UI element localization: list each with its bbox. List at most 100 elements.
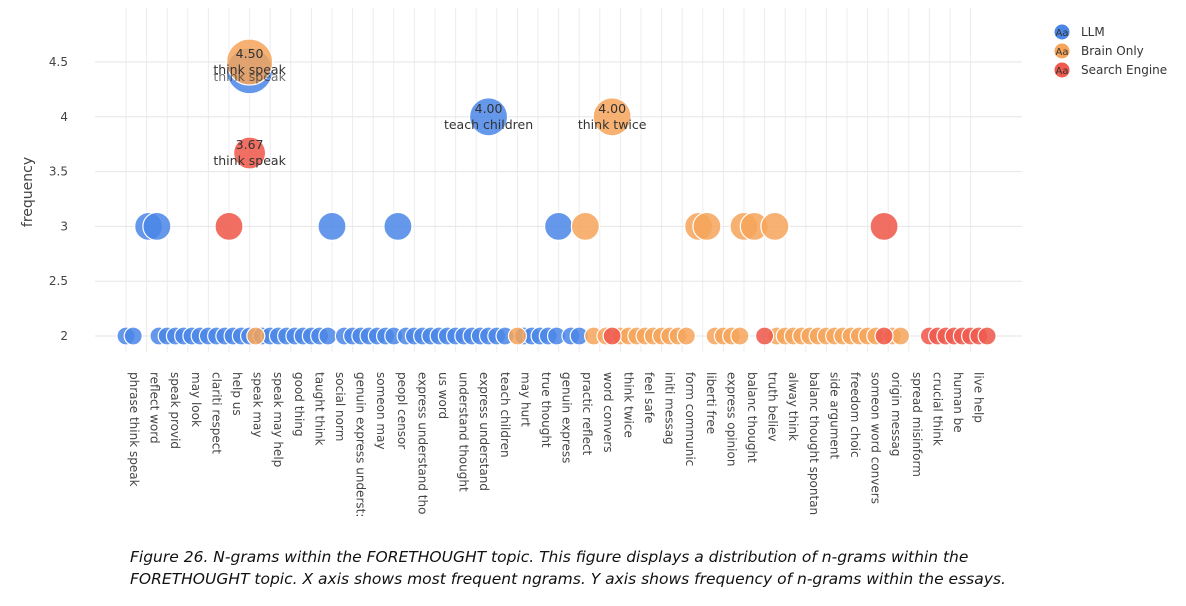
x-tick-label: speak may — [251, 372, 265, 438]
y-tick-label: 2 — [60, 329, 68, 343]
x-tick-label: genuin express — [560, 372, 574, 463]
x-tick-label: genuin express underst: — [354, 372, 368, 517]
y-tick-label: 4 — [60, 110, 68, 124]
x-tick-label: crucial think — [930, 372, 944, 446]
data-label-value: 3.67 — [236, 137, 264, 152]
data-point-brain-only — [730, 326, 750, 346]
x-axis-ticks: phrase think speak reflect word speak prov… — [127, 372, 986, 517]
data-point-search-engine — [602, 326, 622, 346]
caption-line-2: FORETHOUGHT topic. X axis shows most fre… — [130, 570, 1006, 588]
data-point-brain-only — [246, 326, 266, 346]
x-tick-label: balanc thought spontan — [807, 372, 821, 515]
data-point-brain-only — [507, 326, 528, 346]
x-tick-label: us word — [436, 372, 450, 419]
x-tick-label: think twice — [621, 372, 635, 438]
data-point-search-engine — [977, 326, 997, 346]
data-label-overlap: think speak — [213, 69, 286, 84]
x-tick-label: express understand — [477, 372, 491, 491]
legend-item-llm[interactable]: Aa LLM — [1053, 23, 1105, 41]
x-tick-label: taught think — [312, 372, 326, 446]
x-tick-label: express opinion — [724, 372, 738, 466]
x-tick-label: social norm — [333, 372, 347, 441]
x-tick-label: may hurt — [518, 372, 532, 427]
legend-label: Search Engine — [1081, 63, 1167, 77]
data-point-brain-only — [592, 97, 632, 137]
ngram-scatter-chart: 2 2.5 3 3.5 4 4.5 frequency phrase think spea… — [20, 8, 1167, 517]
x-tick-label: someon may — [374, 372, 388, 450]
x-tick-label: spread misinform — [910, 372, 924, 477]
legend-item-search-engine[interactable]: Aa Search Engine — [1053, 61, 1167, 79]
x-tick-label: live help — [972, 372, 986, 423]
legend-glyph: Aa — [1056, 66, 1069, 77]
x-tick-label: speak provid — [168, 372, 182, 449]
x-tick-label: freedom choic — [848, 372, 862, 458]
x-tick-label: initi messag — [663, 372, 677, 445]
x-tick-label: phrase think speak — [127, 372, 141, 487]
data-label-value: 4.00 — [475, 101, 503, 116]
data-point-search-engine — [869, 211, 899, 241]
data-point-search-engine — [874, 326, 894, 346]
data-label-ngram: think twice — [578, 117, 647, 132]
x-tick-label: human be — [951, 372, 965, 433]
y-tick-label: 3 — [60, 219, 68, 233]
data-point-search-engine — [214, 211, 244, 241]
x-tick-label: true thought — [539, 372, 553, 448]
figure-caption: Figure 26. N-grams within the FORETHOUGH… — [130, 546, 1065, 590]
x-tick-label: good thing — [292, 372, 306, 437]
data-point-llm — [318, 326, 338, 346]
data-point-brain-only — [760, 211, 790, 241]
x-tick-label: someon word convers — [869, 372, 883, 504]
y-tick-label: 3.5 — [49, 165, 68, 179]
x-tick-label: feel safe — [642, 372, 656, 423]
data-label-ngram: teach children — [444, 117, 533, 132]
legend-marker — [1053, 42, 1071, 60]
x-tick-label: may look — [189, 372, 203, 427]
x-tick-label: help us — [230, 372, 244, 416]
data-label-ngram: think speak — [213, 153, 286, 168]
data-point-llm — [468, 97, 509, 137]
data-label-value: 4.50 — [236, 46, 264, 61]
x-tick-label: alway think — [786, 372, 800, 441]
data-point-llm — [383, 211, 413, 241]
data-point-llm — [317, 211, 347, 241]
x-tick-label: liberti free — [704, 372, 718, 434]
x-tick-label: origin messag — [889, 372, 903, 457]
data-point-search-engine — [233, 136, 267, 170]
x-tick-label: form communic — [683, 372, 697, 466]
data-points — [116, 38, 997, 346]
data-point-brain-only — [692, 211, 722, 241]
legend-glyph: Aa — [1056, 47, 1069, 58]
legend-marker — [1053, 23, 1071, 41]
y-tick-label: 2.5 — [49, 274, 68, 288]
data-point-llm — [142, 211, 172, 241]
legend-marker — [1053, 61, 1071, 79]
data-label-ngram: think speak — [213, 62, 286, 77]
x-tick-label: truth believ — [766, 372, 780, 442]
y-axis-title: frequency — [20, 157, 36, 227]
data-point-llm — [543, 211, 574, 241]
x-tick-label: balanc thought — [745, 372, 759, 463]
x-tick-label: speak may help — [271, 372, 285, 467]
data-point-brain-only — [890, 326, 911, 346]
legend-glyph: Aa — [1056, 28, 1069, 39]
legend[interactable]: Aa LLM Aa Brain Only Aa Search Engine — [1053, 23, 1167, 79]
x-tick-label: side argument — [827, 372, 841, 459]
legend-label: Brain Only — [1081, 44, 1144, 58]
data-point-llm — [123, 326, 143, 346]
x-tick-label: peopl censor — [395, 372, 409, 449]
y-tick-label: 4.5 — [49, 55, 68, 69]
data-point-search-engine — [754, 326, 775, 346]
x-tick-label: clariti respect — [209, 372, 223, 454]
x-tick-label: practic reflect — [580, 372, 594, 456]
x-tick-label: reflect word — [148, 372, 162, 444]
x-tick-label: express understand tho — [415, 372, 429, 514]
legend-item-brain-only[interactable]: Aa Brain Only — [1053, 42, 1144, 60]
x-tick-label: word convers — [601, 372, 615, 453]
data-point-brain-only — [226, 38, 274, 86]
data-label-value: 4.00 — [598, 101, 626, 116]
x-tick-label: understand thought — [457, 372, 471, 492]
legend-label: LLM — [1081, 25, 1105, 39]
x-tick-label: teach children — [498, 372, 512, 458]
y-axis-ticks: 2 2.5 3 3.5 4 4.5 — [49, 55, 68, 343]
caption-line-1: Figure 26. N-grams within the FORETHOUGH… — [130, 548, 969, 566]
